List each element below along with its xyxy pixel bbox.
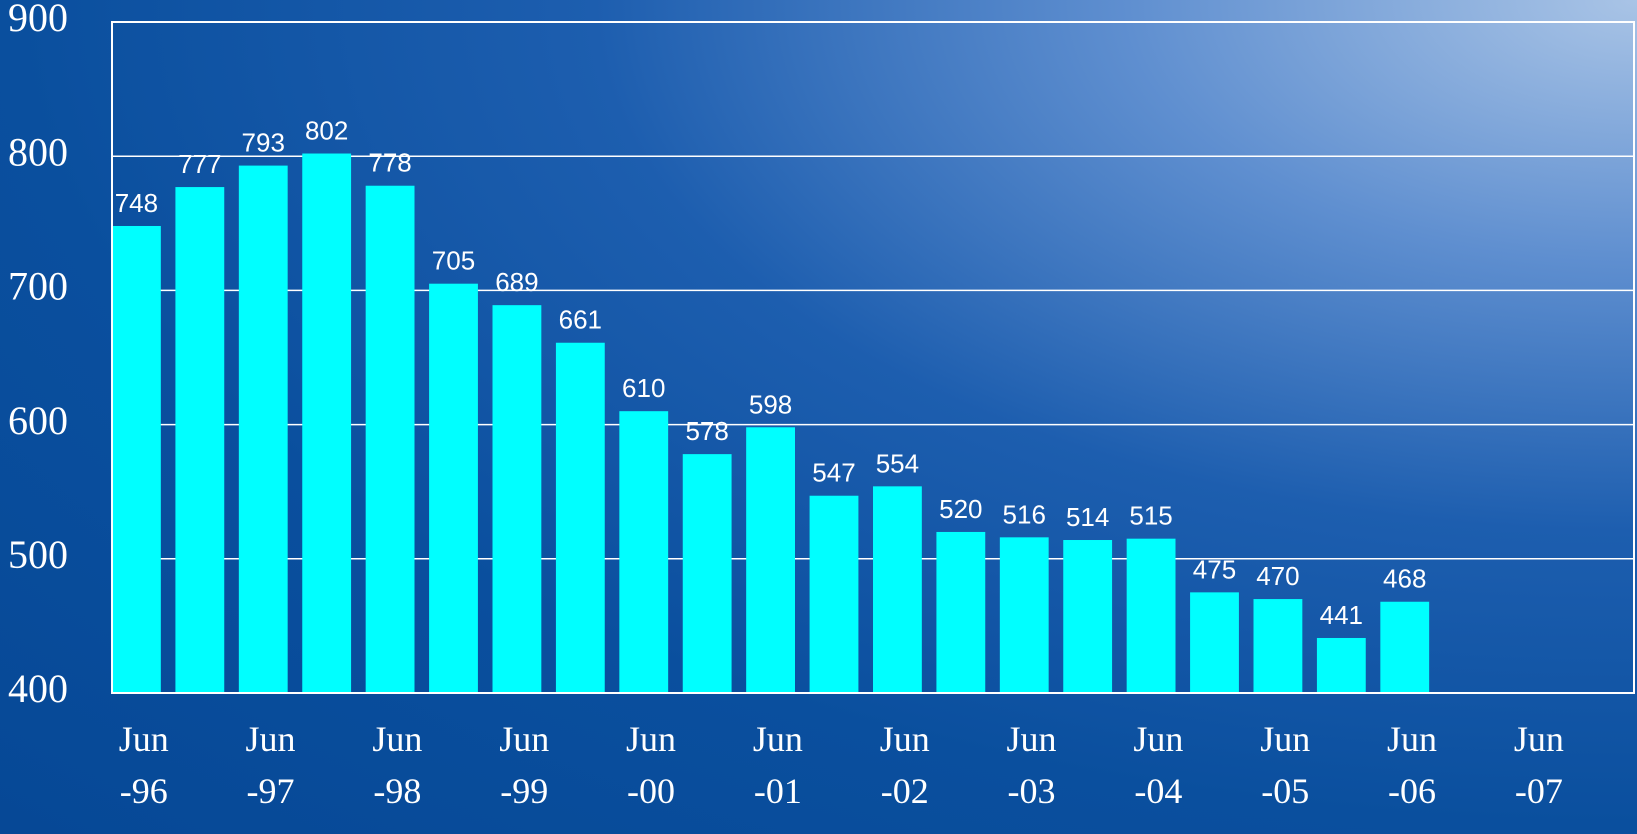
bar: [746, 427, 795, 693]
x-tick-label: Jun-97: [245, 719, 296, 811]
x-tick-label: Jun-03: [1006, 719, 1057, 811]
value-label: 705: [432, 246, 475, 276]
value-label: 689: [495, 267, 538, 297]
x-tick-label: Jun-06: [1387, 719, 1438, 811]
bar: [873, 486, 922, 693]
bar: [682, 454, 732, 693]
y-tick-label ytl: 400: [8, 666, 68, 711]
y-tick-label ytl: 700: [8, 264, 68, 309]
value-label: 441: [1320, 600, 1363, 630]
y-tick-label ytl: 600: [8, 398, 68, 443]
x-tick-label: Jun-99: [499, 719, 550, 811]
value-label: 547: [812, 458, 855, 488]
x-tick-label: Jun-04: [1133, 719, 1184, 811]
x-tick-label: Jun-98: [372, 719, 423, 811]
value-label: 470: [1256, 561, 1299, 591]
bar: [112, 225, 161, 693]
value-label: 748: [115, 188, 158, 218]
bar: [1316, 637, 1366, 693]
y-tick-label ytl: 800: [8, 129, 68, 174]
y-tick-label ytl: 500: [8, 532, 68, 577]
bar: [1063, 540, 1113, 693]
y-tick-label ytl: 900: [8, 0, 68, 40]
bar: [492, 305, 542, 693]
x-tick-label: Jun-01: [752, 719, 803, 811]
bar: [809, 495, 859, 693]
value-label: 661: [559, 305, 602, 335]
value-label: 777: [178, 149, 221, 179]
bar: [999, 537, 1049, 693]
value-label: 802: [305, 116, 348, 146]
value-label: 610: [622, 373, 665, 403]
value-label: 468: [1383, 564, 1426, 594]
value-label: 778: [368, 148, 411, 178]
bar: [365, 185, 415, 693]
x-tick-label: Jun-02: [879, 719, 930, 811]
value-label: 516: [1003, 499, 1046, 529]
value-label: 598: [749, 389, 792, 419]
x-tick-label: Jun-96: [118, 719, 169, 811]
value-label: 578: [685, 416, 728, 446]
x-tick-label: Jun-05: [1260, 719, 1311, 811]
x-tick-label: Jun-07: [1513, 719, 1564, 811]
bar: [619, 411, 669, 693]
bar: [175, 187, 225, 694]
x-tick-label: Jun-00: [626, 719, 677, 811]
value-label: 514: [1066, 502, 1109, 532]
bar: [936, 531, 986, 693]
bar: [302, 153, 352, 694]
value-label: 515: [1129, 501, 1172, 531]
value-label: 793: [242, 128, 285, 158]
bar: [555, 342, 605, 693]
bar: [1190, 592, 1239, 693]
bar: [1126, 538, 1176, 693]
value-label: 520: [939, 494, 982, 524]
plot-border: [111, 21, 1635, 694]
bar: [1253, 599, 1303, 693]
bar: [238, 165, 288, 693]
value-label: 475: [1193, 554, 1236, 584]
value-label: 554: [876, 448, 919, 478]
bar: [429, 283, 478, 693]
bar: [1380, 601, 1430, 693]
